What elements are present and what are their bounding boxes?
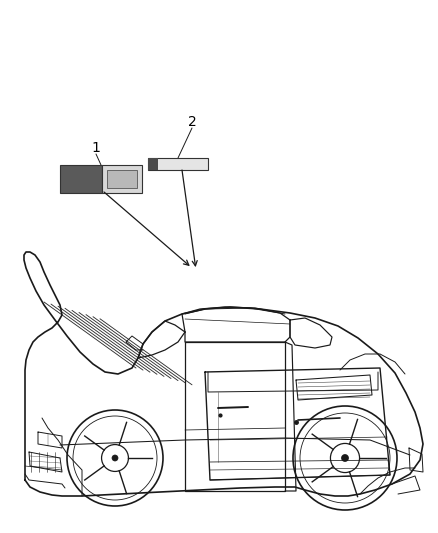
Bar xyxy=(148,158,158,170)
Circle shape xyxy=(112,455,118,461)
Text: 2: 2 xyxy=(187,115,196,129)
Text: 1: 1 xyxy=(92,141,100,155)
Circle shape xyxy=(342,455,349,462)
Bar xyxy=(102,165,142,193)
Bar xyxy=(107,170,137,188)
Bar xyxy=(148,158,208,170)
Bar xyxy=(60,165,102,193)
